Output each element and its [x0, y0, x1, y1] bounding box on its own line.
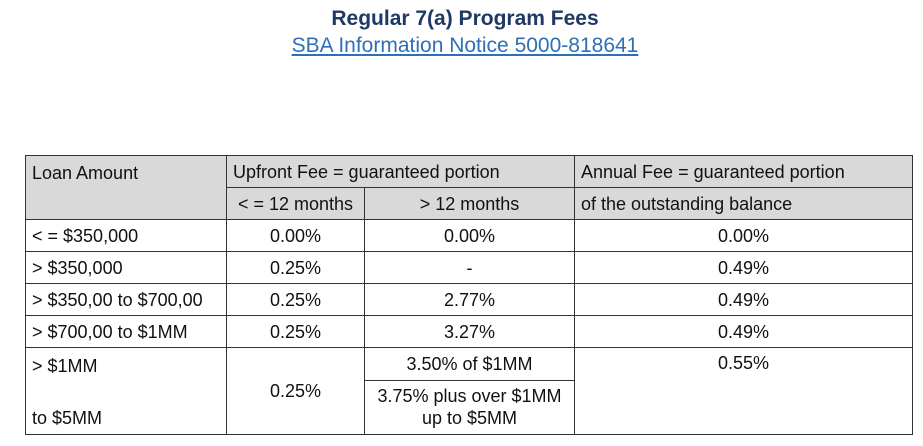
fees-table: Loan Amount Upfront Fee = guaranteed por…: [25, 155, 913, 436]
upfront-long-cell: 0.00%: [364, 219, 575, 252]
page-title: Regular 7(a) Program Fees: [331, 7, 599, 30]
notice-link-container: SBA Information Notice 5000-818641: [0, 33, 923, 59]
header-loan-amount: Loan Amount: [25, 155, 227, 220]
table-row-last-b: 3.75% plus over $1MM up to $5MM: [26, 379, 913, 436]
upfront-short-cell: 0.00%: [226, 219, 365, 252]
table-row: > $350,00 to $700,00 0.25% 2.77% 0.49%: [25, 283, 913, 316]
upfront-short-cell: 0.25%: [226, 283, 365, 316]
loan-amount-cell: > $350,000: [25, 251, 227, 284]
loan-amount-cell: > $700,00 to $1MM: [25, 315, 227, 348]
loan-amount-line2: to $5MM: [32, 408, 103, 428]
annual-fee-cell: 0.49%: [574, 251, 913, 284]
table-row-last-a: > $1MM to $5MM 0.25% 3.50% of $1MM 0.55%: [25, 347, 913, 435]
upfront-long-cell: 3.27%: [364, 315, 575, 348]
upfront-short-cell: 0.25%: [226, 315, 365, 348]
upfront-short-cell: 0.25%: [226, 347, 365, 435]
table-header-row: Loan Amount Upfront Fee = guaranteed por…: [25, 155, 913, 220]
table-subheader-row: < = 12 months > 12 months of the outstan…: [26, 187, 913, 220]
sba-notice-link[interactable]: SBA Information Notice 5000-818641: [291, 34, 639, 57]
upfront-long-part2-line2: up to $5MM: [421, 408, 518, 429]
upfront-short-cell: 0.25%: [226, 251, 365, 284]
header-annual-fee-line2: of the outstanding balance: [574, 187, 913, 220]
loan-amount-line1: > $1MM: [32, 356, 98, 376]
table-row: > $700,00 to $1MM 0.25% 3.27% 0.49%: [25, 315, 913, 348]
table-row: < = $350,000 0.00% 0.00% 0.00%: [25, 219, 913, 252]
upfront-long-cell-part2: 3.75% plus over $1MM up to $5MM: [364, 379, 575, 436]
annual-fee-cell: 0.00%: [574, 219, 913, 252]
loan-amount-cell: < = $350,000: [25, 219, 227, 252]
upfront-long-cell-part1: 3.50% of $1MM: [364, 347, 575, 381]
annual-fee-cell: 0.49%: [574, 315, 913, 348]
loan-amount-cell-multiline: > $1MM to $5MM: [25, 347, 227, 435]
upfront-long-cell: 2.77%: [364, 283, 575, 316]
annual-fee-cell: 0.49%: [574, 283, 913, 316]
loan-amount-cell: > $350,00 to $700,00: [25, 283, 227, 316]
table-row: > $350,000 0.25% - 0.49%: [25, 251, 913, 284]
annual-fee-cell: 0.55%: [574, 347, 913, 435]
header-upfront-fee: Upfront Fee = guaranteed portion: [226, 155, 575, 188]
upfront-long-part2-line1: 3.75% plus over $1MM: [377, 386, 562, 407]
header-upfront-long-term: > 12 months: [364, 187, 575, 220]
upfront-long-cell: -: [364, 251, 575, 284]
header-annual-fee-line1: Annual Fee = guaranteed portion: [574, 155, 913, 188]
header-upfront-short-term: < = 12 months: [226, 187, 365, 220]
